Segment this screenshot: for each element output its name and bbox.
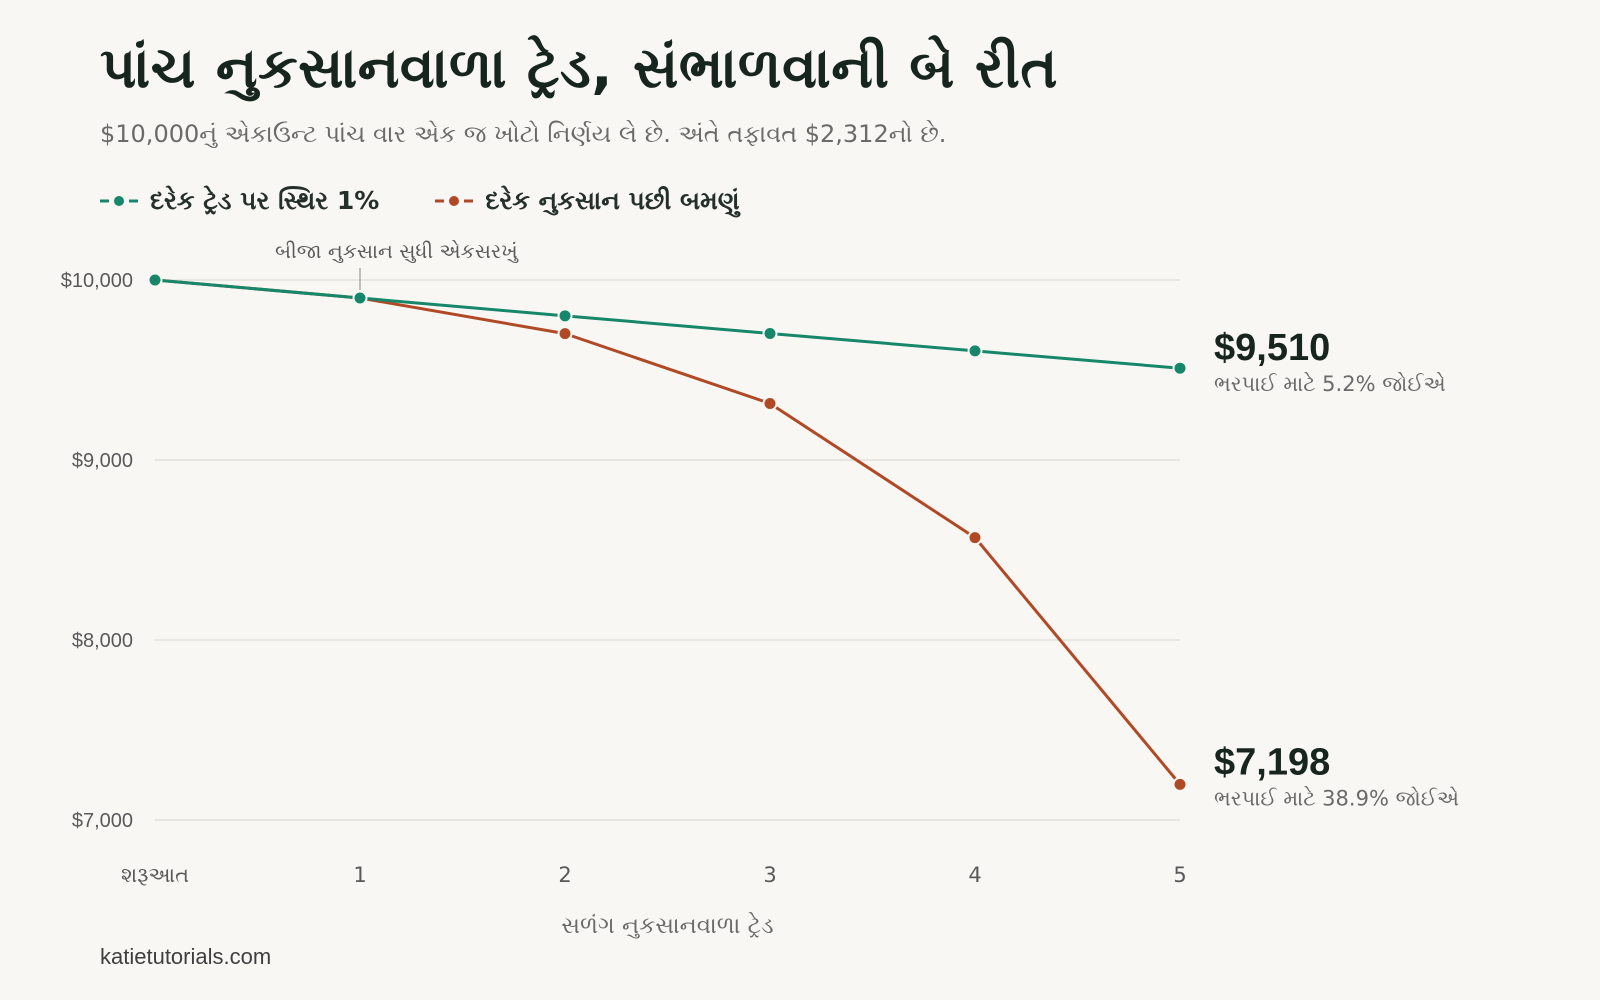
end-label-doubling: $7,198: [1214, 741, 1330, 783]
x-tick-label: શરૂઆત: [121, 863, 189, 887]
y-tick-label: $9,000: [72, 450, 133, 472]
y-tick-label: $7,000: [72, 810, 133, 832]
data-point-steady: [557, 308, 573, 324]
x-tick-label: 1: [353, 863, 366, 887]
legend-label-steady: દરેક ટ્રેડ પર સ્થિર 1%: [150, 186, 380, 215]
legend-label-doubling: દરેક નુકસાન પછી બમણું: [485, 186, 740, 215]
data-point-doubling: [762, 395, 778, 411]
series-line-steady: [154, 278, 1181, 370]
chart-title: પાંચ નુકસાનવાળા ટ્રેડ, સંભાળવાની બે રીત: [100, 36, 1058, 101]
footer-source: katietutorials.com: [100, 944, 272, 969]
data-point-steady: [762, 325, 778, 341]
y-tick-label: $8,000: [72, 630, 133, 652]
data-point-doubling: [1172, 776, 1188, 792]
x-tick-label: 3: [763, 863, 776, 887]
legend: દરેક ટ્રેડ પર સ્થિર 1% દરેક નુકસાન પછી બ…: [100, 186, 740, 216]
x-tick-label: 4: [968, 863, 981, 887]
x-tick-label: 5: [1173, 863, 1186, 887]
legend-item-steady: દરેક ટ્રેડ પર સ્થિર 1%: [100, 186, 379, 216]
end-label-steady: $9,510: [1214, 327, 1330, 369]
legend-item-doubling: દરેક નુકસાન પછી બમણું: [435, 186, 740, 216]
x-axis-title: સળંગ નુકસાનવાળા ટ્રેડ: [561, 912, 773, 939]
legend-swatch-steady: [100, 196, 138, 206]
x-tick-label: 2: [558, 863, 571, 887]
y-tick-label: $10,000: [61, 270, 133, 292]
legend-swatch-doubling: [435, 196, 474, 206]
data-point-doubling: [967, 530, 983, 546]
data-point-steady: [352, 290, 368, 306]
data-point-doubling: [557, 326, 573, 342]
data-point-steady: [1172, 360, 1188, 376]
end-note-steady: ભરપાઈ માટે 5.2% જોઈએ: [1214, 372, 1446, 396]
data-point-steady: [967, 343, 983, 359]
annotation-label: બીજા નુકસાન સુધી એકસરખું: [275, 239, 519, 263]
end-note-doubling: ભરપાઈ માટે 38.9% જોઈએ: [1214, 786, 1459, 810]
data-point-steady: [147, 272, 163, 288]
chart-subtitle: $10,000નું એકાઉન્ટ પાંચ વાર એક જ ખોટો નિ…: [100, 120, 947, 148]
